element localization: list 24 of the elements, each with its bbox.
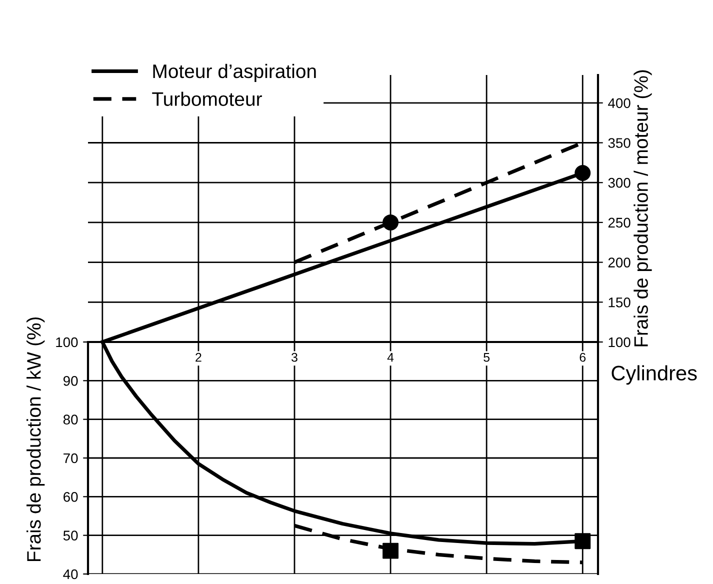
y-tick-label: 400 bbox=[608, 98, 630, 108]
y-tick-label: 60 bbox=[64, 492, 78, 502]
y-tick-label: 90 bbox=[63, 376, 78, 386]
y-tick-label: 50 bbox=[63, 530, 78, 541]
y-tick-label: 300 bbox=[608, 178, 630, 188]
y-tick-label: 250 bbox=[608, 218, 630, 228]
y-tick-label: 80 bbox=[63, 414, 78, 425]
y-tick-label: 70 bbox=[64, 453, 78, 464]
x-tick-label: 4 bbox=[387, 353, 394, 362]
x-tick-label: 2 bbox=[196, 352, 202, 362]
legend-label: Moteur d’aspiration bbox=[153, 64, 316, 82]
y-axis-title: Frais de production / moteur (%) bbox=[634, 70, 652, 346]
y-tick-label: 40 bbox=[63, 569, 78, 580]
x-axis-title: Cylindres bbox=[612, 365, 697, 385]
y-tick-label: 150 bbox=[608, 297, 630, 308]
legend-label: Turbomoteur bbox=[152, 92, 262, 106]
x-tick-label: 6 bbox=[580, 352, 586, 362]
y-tick-label: 100 bbox=[56, 337, 78, 348]
x-tick-label: 3 bbox=[292, 352, 298, 362]
y-tick-label: 200 bbox=[608, 258, 630, 268]
y-tick-label: 100 bbox=[608, 337, 630, 348]
y-tick-label: 350 bbox=[608, 138, 630, 148]
x-tick-label: 5 bbox=[484, 353, 490, 362]
y-axis-title: Frais de production / kW (%) bbox=[26, 317, 45, 562]
